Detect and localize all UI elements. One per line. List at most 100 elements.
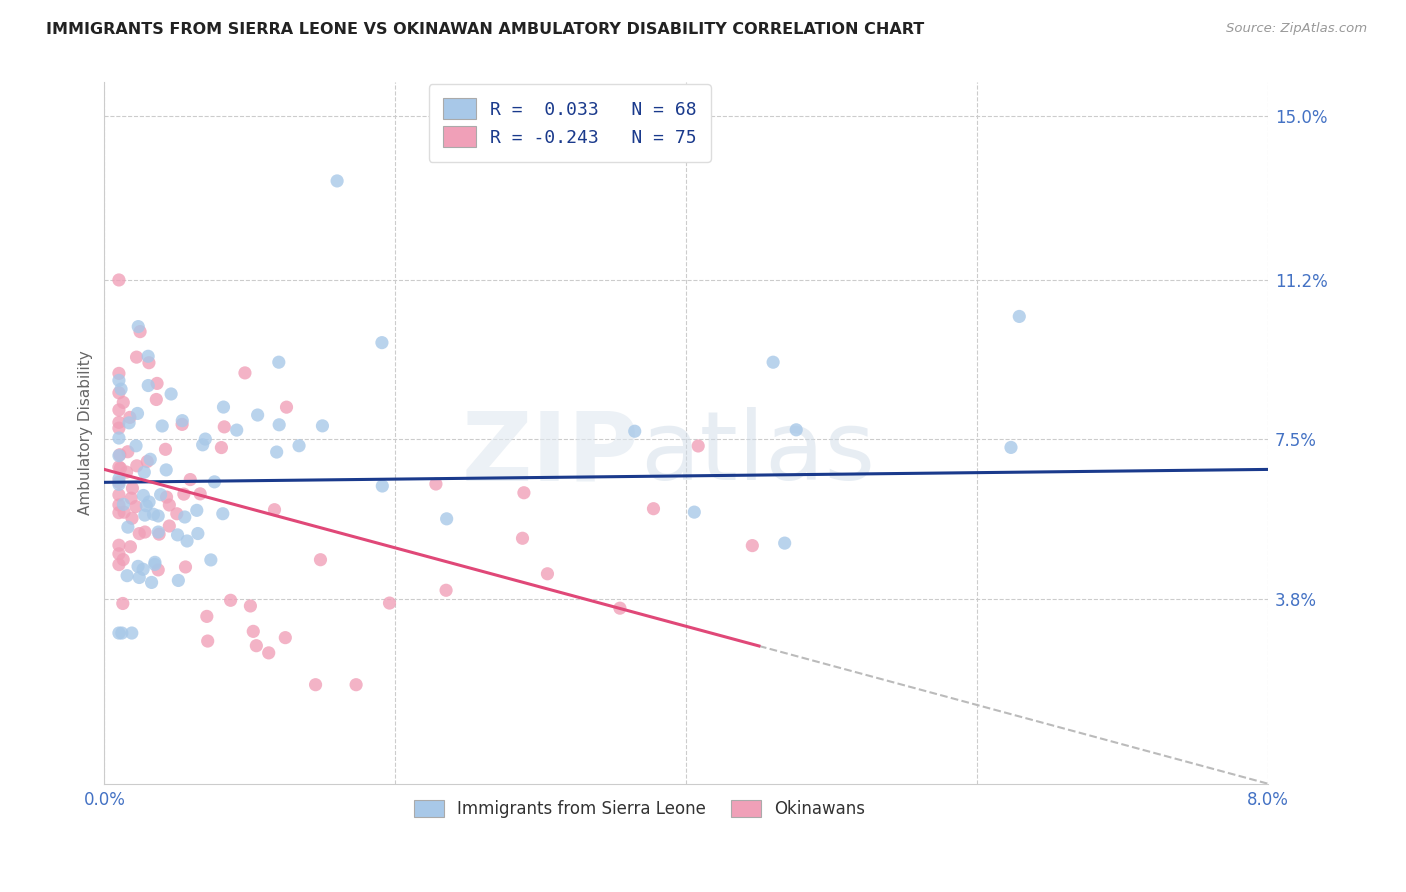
Okinawans [172,417,194,432]
Okinawans [115,465,138,479]
Immigrants from Sierra Leone [311,418,333,433]
Immigrants from Sierra Leone [266,445,288,459]
Immigrants from Sierra Leone [148,524,170,539]
Okinawans [609,601,631,615]
Immigrants from Sierra Leone [762,355,785,369]
Okinawans [108,403,131,417]
Immigrants from Sierra Leone [148,508,170,523]
Okinawans [188,487,211,501]
Okinawans [108,475,131,490]
Immigrants from Sierra Leone [108,373,131,387]
Okinawans [688,439,710,453]
Immigrants from Sierra Leone [134,465,156,479]
Immigrants from Sierra Leone [141,575,163,590]
Immigrants from Sierra Leone [623,424,645,438]
Okinawans [108,421,131,435]
Y-axis label: Ambulatory Disability: Ambulatory Disability [79,351,93,516]
Okinawans [125,500,148,514]
Immigrants from Sierra Leone [108,477,131,491]
Immigrants from Sierra Leone [186,503,208,517]
Immigrants from Sierra Leone [143,555,166,569]
Immigrants from Sierra Leone [142,508,165,522]
Okinawans [108,273,131,287]
Immigrants from Sierra Leone [371,335,394,350]
Okinawans [121,481,143,495]
Immigrants from Sierra Leone [187,526,209,541]
Text: Source: ZipAtlas.com: Source: ZipAtlas.com [1226,22,1367,36]
Immigrants from Sierra Leone [246,408,269,422]
Okinawans [257,646,280,660]
Immigrants from Sierra Leone [150,419,173,434]
Text: ZIP: ZIP [461,408,640,500]
Immigrants from Sierra Leone [773,536,796,550]
Okinawans [276,400,298,414]
Okinawans [120,540,142,554]
Okinawans [174,560,197,574]
Okinawans [125,458,148,473]
Immigrants from Sierra Leone [269,417,291,432]
Okinawans [155,490,177,504]
Immigrants from Sierra Leone [115,568,138,582]
Okinawans [108,448,131,462]
Okinawans [245,639,267,653]
Okinawans [134,524,156,539]
Immigrants from Sierra Leone [112,497,135,511]
Okinawans [214,420,236,434]
Okinawans [242,624,264,639]
Okinawans [112,552,135,566]
Okinawans [434,583,457,598]
Okinawans [173,487,195,501]
Immigrants from Sierra Leone [211,507,233,521]
Immigrants from Sierra Leone [127,319,149,334]
Text: atlas: atlas [640,408,875,500]
Immigrants from Sierra Leone [125,439,148,453]
Okinawans [425,477,447,491]
Immigrants from Sierra Leone [108,472,131,486]
Immigrants from Sierra Leone [118,416,141,430]
Okinawans [108,488,131,502]
Immigrants from Sierra Leone [108,626,131,640]
Okinawans [129,325,152,339]
Okinawans [274,631,297,645]
Okinawans [148,527,170,541]
Immigrants from Sierra Leone [267,355,290,369]
Immigrants from Sierra Leone [212,400,235,414]
Immigrants from Sierra Leone [683,505,706,519]
Okinawans [512,531,534,545]
Okinawans [209,441,232,455]
Immigrants from Sierra Leone [121,626,143,640]
Immigrants from Sierra Leone [135,499,157,513]
Immigrants from Sierra Leone [176,533,198,548]
Immigrants from Sierra Leone [204,475,226,489]
Okinawans [108,538,131,552]
Immigrants from Sierra Leone [110,382,132,396]
Immigrants from Sierra Leone [1000,441,1022,455]
Okinawans [513,485,536,500]
Immigrants from Sierra Leone [326,174,349,188]
Okinawans [108,416,131,430]
Okinawans [219,593,242,607]
Okinawans [117,444,139,458]
Immigrants from Sierra Leone [127,559,149,574]
Okinawans [179,473,201,487]
Legend: Immigrants from Sierra Leone, Okinawans: Immigrants from Sierra Leone, Okinawans [408,793,872,824]
Okinawans [309,552,332,566]
Immigrants from Sierra Leone [155,463,177,477]
Okinawans [125,350,148,364]
Okinawans [108,498,131,512]
Immigrants from Sierra Leone [166,528,188,542]
Okinawans [304,678,326,692]
Immigrants from Sierra Leone [117,520,139,534]
Immigrants from Sierra Leone [139,452,162,467]
Okinawans [166,507,188,521]
Immigrants from Sierra Leone [371,479,394,493]
Immigrants from Sierra Leone [132,562,155,576]
Immigrants from Sierra Leone [288,439,311,453]
Immigrants from Sierra Leone [191,438,214,452]
Immigrants from Sierra Leone [200,553,222,567]
Immigrants from Sierra Leone [136,378,159,392]
Immigrants from Sierra Leone [1008,310,1031,324]
Immigrants from Sierra Leone [108,431,131,445]
Okinawans [121,511,143,525]
Immigrants from Sierra Leone [436,512,458,526]
